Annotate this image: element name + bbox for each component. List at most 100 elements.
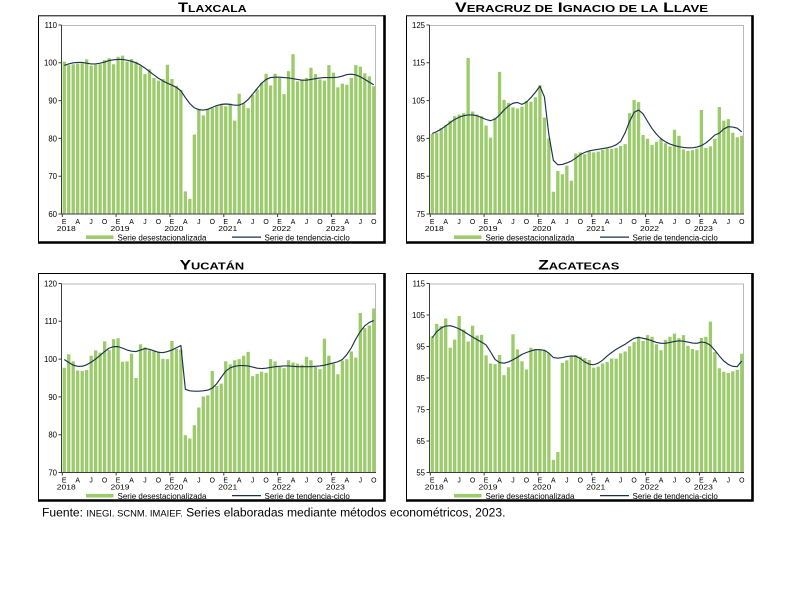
- svg-text:J: J: [673, 219, 676, 226]
- svg-text:A: A: [345, 219, 350, 226]
- svg-text:A: A: [443, 478, 448, 485]
- svg-text:2019: 2019: [111, 483, 130, 492]
- svg-text:2021: 2021: [218, 224, 237, 233]
- svg-text:65: 65: [416, 437, 425, 446]
- svg-text:2021: 2021: [586, 224, 605, 233]
- svg-text:70: 70: [48, 468, 57, 477]
- svg-text:100: 100: [44, 355, 58, 364]
- svg-text:E: E: [484, 219, 489, 226]
- svg-text:E: E: [331, 219, 336, 226]
- svg-text:E: E: [223, 478, 228, 485]
- svg-text:J: J: [359, 219, 362, 226]
- svg-text:Serie de tendencia-ciclo: Serie de tendencia-ciclo: [633, 234, 719, 243]
- svg-text:E: E: [699, 219, 704, 226]
- svg-text:O: O: [470, 219, 476, 226]
- svg-text:2020: 2020: [532, 483, 551, 492]
- svg-text:2019: 2019: [479, 483, 498, 492]
- svg-text:A: A: [551, 478, 556, 485]
- svg-text:J: J: [673, 478, 676, 485]
- svg-text:A: A: [659, 478, 664, 485]
- svg-text:80: 80: [48, 134, 57, 143]
- svg-text:E: E: [430, 219, 435, 226]
- svg-text:E: E: [538, 478, 543, 485]
- svg-text:Fuente: INEGI. SCNM. IMAIEF. S: Fuente: INEGI. SCNM. IMAIEF. Series elab…: [42, 505, 505, 519]
- svg-text:A: A: [291, 478, 296, 485]
- svg-text:E: E: [331, 478, 336, 485]
- svg-text:A: A: [551, 219, 556, 226]
- svg-text:90: 90: [48, 393, 57, 402]
- svg-text:E: E: [170, 219, 175, 226]
- svg-text:A: A: [183, 219, 188, 226]
- svg-text:E: E: [591, 478, 596, 485]
- svg-text:O: O: [739, 478, 745, 485]
- svg-text:O: O: [578, 219, 584, 226]
- svg-text:O: O: [102, 478, 108, 485]
- svg-text:O: O: [210, 478, 216, 485]
- svg-text:J: J: [305, 478, 308, 485]
- svg-text:O: O: [156, 219, 162, 226]
- svg-text:2023: 2023: [694, 224, 713, 233]
- svg-text:A: A: [443, 219, 448, 226]
- svg-text:105: 105: [412, 97, 426, 106]
- svg-text:O: O: [470, 478, 476, 485]
- svg-text:J: J: [457, 478, 460, 485]
- svg-text:E: E: [62, 478, 67, 485]
- svg-text:J: J: [619, 478, 622, 485]
- svg-text:90: 90: [48, 97, 57, 106]
- svg-text:115: 115: [413, 279, 426, 288]
- svg-text:J: J: [89, 478, 92, 485]
- svg-text:A: A: [237, 219, 242, 226]
- svg-text:J: J: [197, 219, 200, 226]
- svg-text:J: J: [457, 219, 460, 226]
- svg-text:J: J: [619, 219, 622, 226]
- svg-text:70: 70: [48, 172, 57, 181]
- svg-text:100: 100: [44, 59, 58, 68]
- svg-text:55: 55: [416, 468, 425, 477]
- svg-text:O: O: [210, 219, 216, 226]
- svg-text:85: 85: [416, 374, 425, 383]
- svg-text:J: J: [251, 478, 254, 485]
- svg-text:A: A: [605, 219, 610, 226]
- svg-text:E: E: [699, 478, 704, 485]
- svg-text:E: E: [538, 219, 543, 226]
- svg-text:A: A: [713, 219, 718, 226]
- svg-text:J: J: [251, 219, 254, 226]
- svg-text:A: A: [497, 219, 502, 226]
- svg-text:O: O: [263, 219, 269, 226]
- svg-text:2022: 2022: [272, 483, 291, 492]
- svg-text:J: J: [511, 478, 514, 485]
- svg-text:J: J: [305, 219, 308, 226]
- svg-text:O: O: [263, 478, 269, 485]
- svg-text:A: A: [291, 219, 296, 226]
- svg-text:O: O: [371, 478, 377, 485]
- svg-text:80: 80: [48, 431, 57, 440]
- svg-text:O: O: [631, 478, 637, 485]
- svg-text:85: 85: [416, 172, 425, 181]
- svg-text:O: O: [685, 219, 691, 226]
- svg-text:2019: 2019: [111, 224, 130, 233]
- svg-text:Serie de tendencia-ciclo: Serie de tendencia-ciclo: [633, 492, 719, 501]
- svg-text:O: O: [578, 478, 584, 485]
- svg-text:A: A: [497, 478, 502, 485]
- svg-text:E: E: [645, 219, 650, 226]
- svg-text:O: O: [524, 219, 530, 226]
- svg-text:O: O: [685, 478, 691, 485]
- svg-text:A: A: [75, 478, 80, 485]
- svg-text:2018: 2018: [425, 483, 444, 492]
- svg-text:115: 115: [413, 59, 426, 68]
- svg-text:O: O: [102, 219, 108, 226]
- svg-text:2020: 2020: [532, 224, 551, 233]
- svg-text:E: E: [62, 219, 67, 226]
- svg-text:A: A: [75, 219, 80, 226]
- svg-text:2018: 2018: [57, 483, 76, 492]
- svg-text:2023: 2023: [326, 224, 345, 233]
- svg-text:J: J: [197, 478, 200, 485]
- svg-text:A: A: [605, 478, 610, 485]
- svg-text:A: A: [183, 478, 188, 485]
- svg-text:O: O: [524, 478, 530, 485]
- svg-text:Serie desestacionalizada: Serie desestacionalizada: [118, 492, 207, 501]
- svg-text:J: J: [511, 219, 514, 226]
- svg-text:110: 110: [45, 317, 58, 326]
